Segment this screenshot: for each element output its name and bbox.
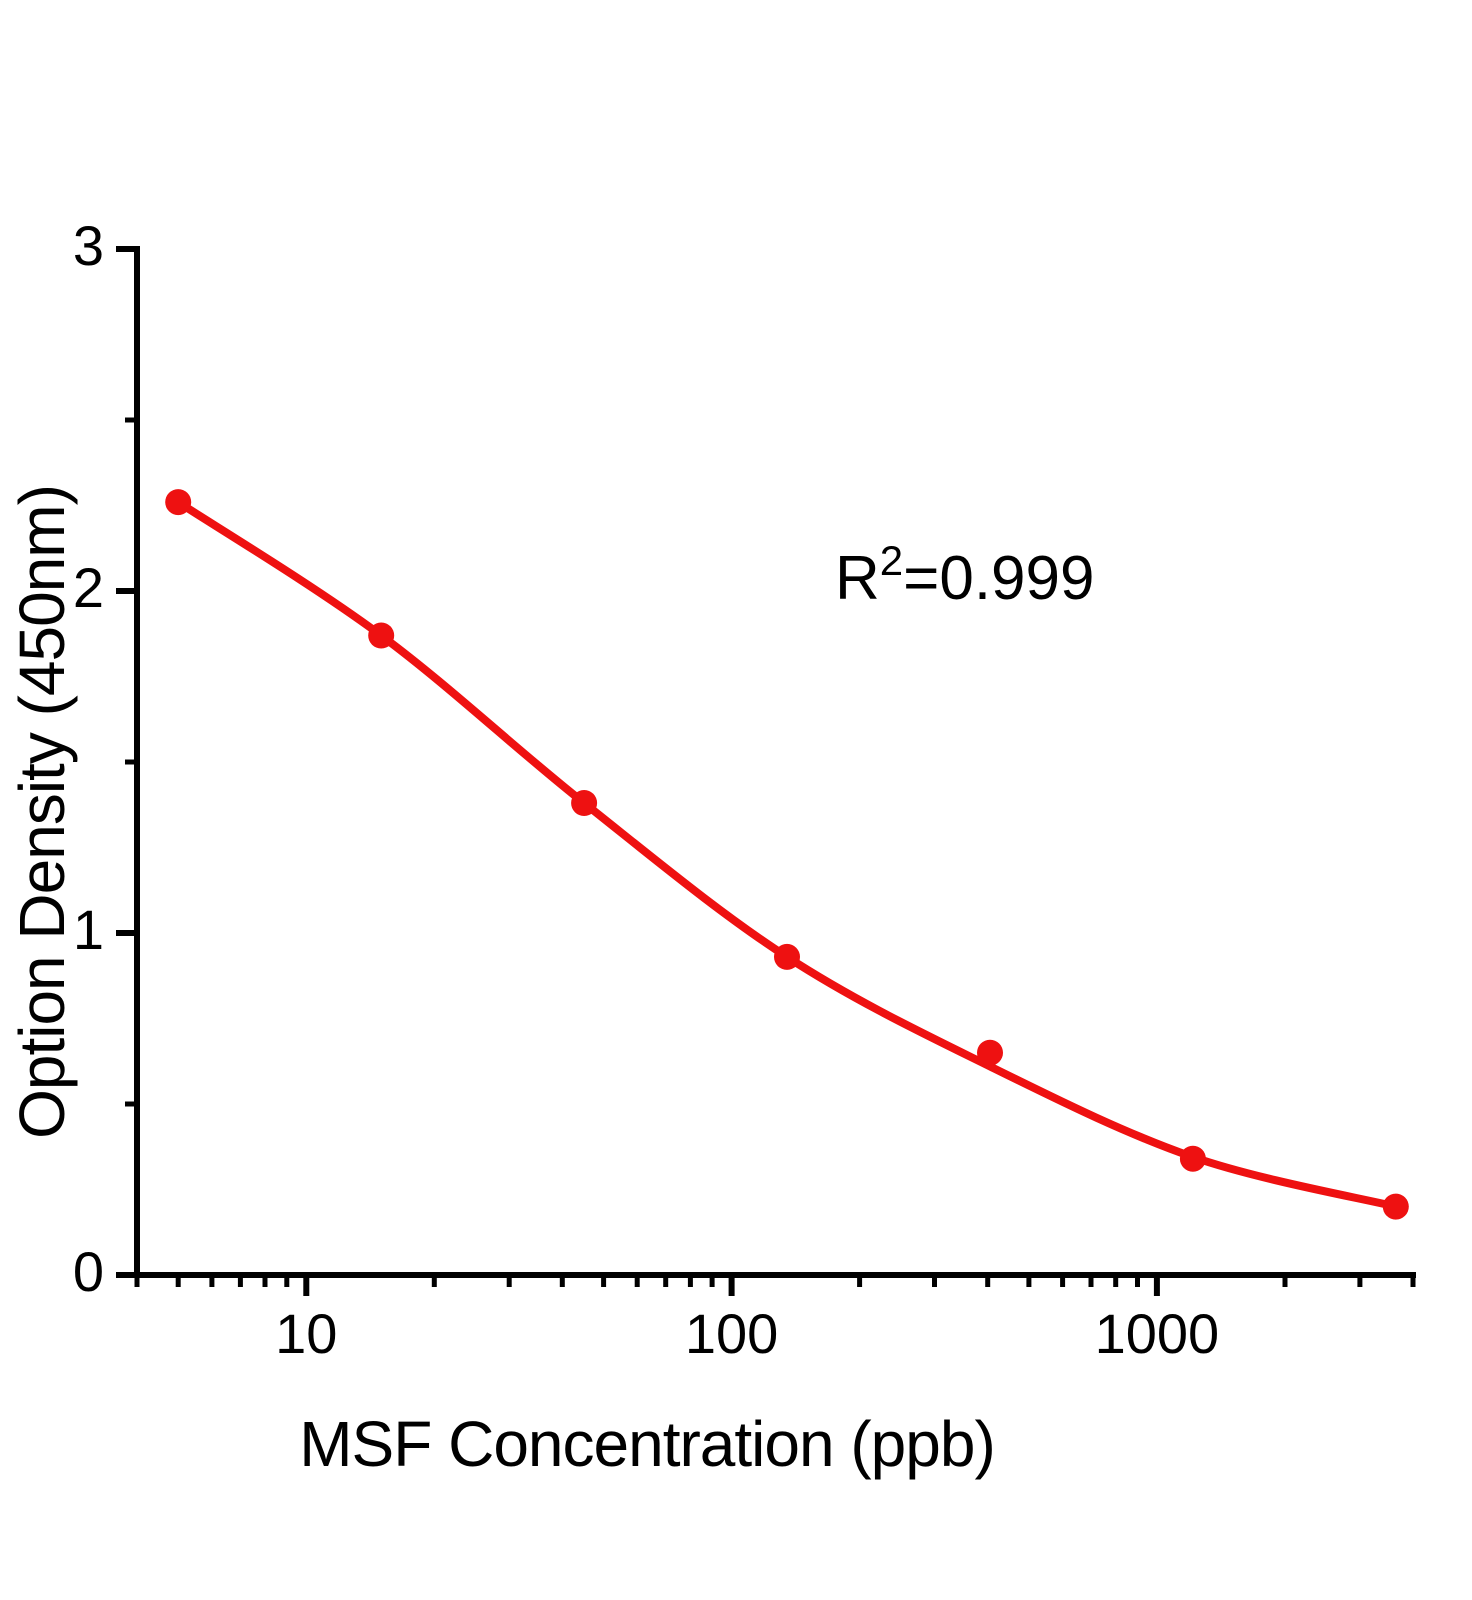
x-tick-label: 100 (685, 1302, 778, 1365)
r-squared-base: R (835, 544, 880, 613)
x-axis-title: MSF Concentration (ppb) (299, 1408, 996, 1480)
data-point (165, 489, 192, 516)
r-squared-exponent: 2 (879, 537, 904, 584)
data-point (774, 943, 800, 970)
data-point (1179, 1145, 1206, 1172)
y-tick-label: 3 (73, 214, 104, 277)
fit-curve (174, 498, 1400, 1211)
y-tick-label: 2 (73, 556, 104, 619)
y-axis-title: Option Density (450nm) (6, 485, 78, 1139)
r-squared-annotation: R2=0.999 (835, 537, 1095, 616)
y-tick-label: 1 (73, 898, 104, 961)
y-tick-label: 0 (73, 1240, 104, 1303)
data-point (571, 790, 598, 816)
x-tick-label: 1000 (1095, 1302, 1220, 1365)
r-squared-value: =0.999 (903, 544, 1095, 613)
x-tick-label: 10 (275, 1302, 337, 1365)
data-point (1382, 1193, 1409, 1220)
data-point (368, 622, 395, 649)
data-point (977, 1039, 1003, 1066)
